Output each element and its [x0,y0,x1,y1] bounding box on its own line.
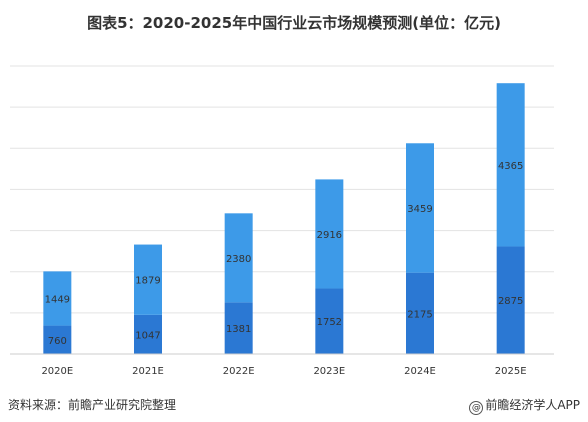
bar-segment [134,244,162,315]
bar-segment [43,271,72,326]
data-label: 1047 [135,330,160,341]
x-tick-label: 2023E [313,366,345,377]
data-label: 4365 [498,161,523,172]
bar-segment [406,272,434,354]
x-tick-label: 2022E [223,366,255,377]
bar-segment [496,83,525,247]
data-label: 2875 [498,296,523,307]
data-label: 1449 [45,294,70,305]
data-label: 760 [48,336,67,347]
data-label: 1381 [226,324,251,335]
data-label: 1879 [135,276,160,287]
data-label: 2175 [407,309,432,320]
bar-segment [315,288,344,354]
data-label: 3459 [407,204,432,215]
bar-segment [406,143,434,273]
at-icon: @ [469,401,484,415]
brand-text: 前瞻经济学人APP [485,398,580,412]
data-label: 2380 [226,254,251,265]
x-tick-label: 2025E [495,366,527,377]
data-label: 2916 [317,230,342,241]
x-tick-label: 2024E [404,366,436,377]
bar-segment [224,213,253,303]
bar-segment [134,314,162,354]
source-note: 资料来源：前瞻产业研究院整理 [8,398,177,412]
x-tick-label: 2020E [41,366,73,377]
x-tick-label: 2021E [132,366,164,377]
data-label: 1752 [317,317,342,328]
chart-title: 图表5：2020-2025年中国行业云市场规模预测(单位：亿元) [87,14,501,32]
bar-segment [43,325,72,354]
brand-label: @ 前瞻经济学人APP [469,396,580,415]
bar-segment [496,246,525,354]
bar-segment [315,179,344,289]
bar-segment [224,302,253,354]
